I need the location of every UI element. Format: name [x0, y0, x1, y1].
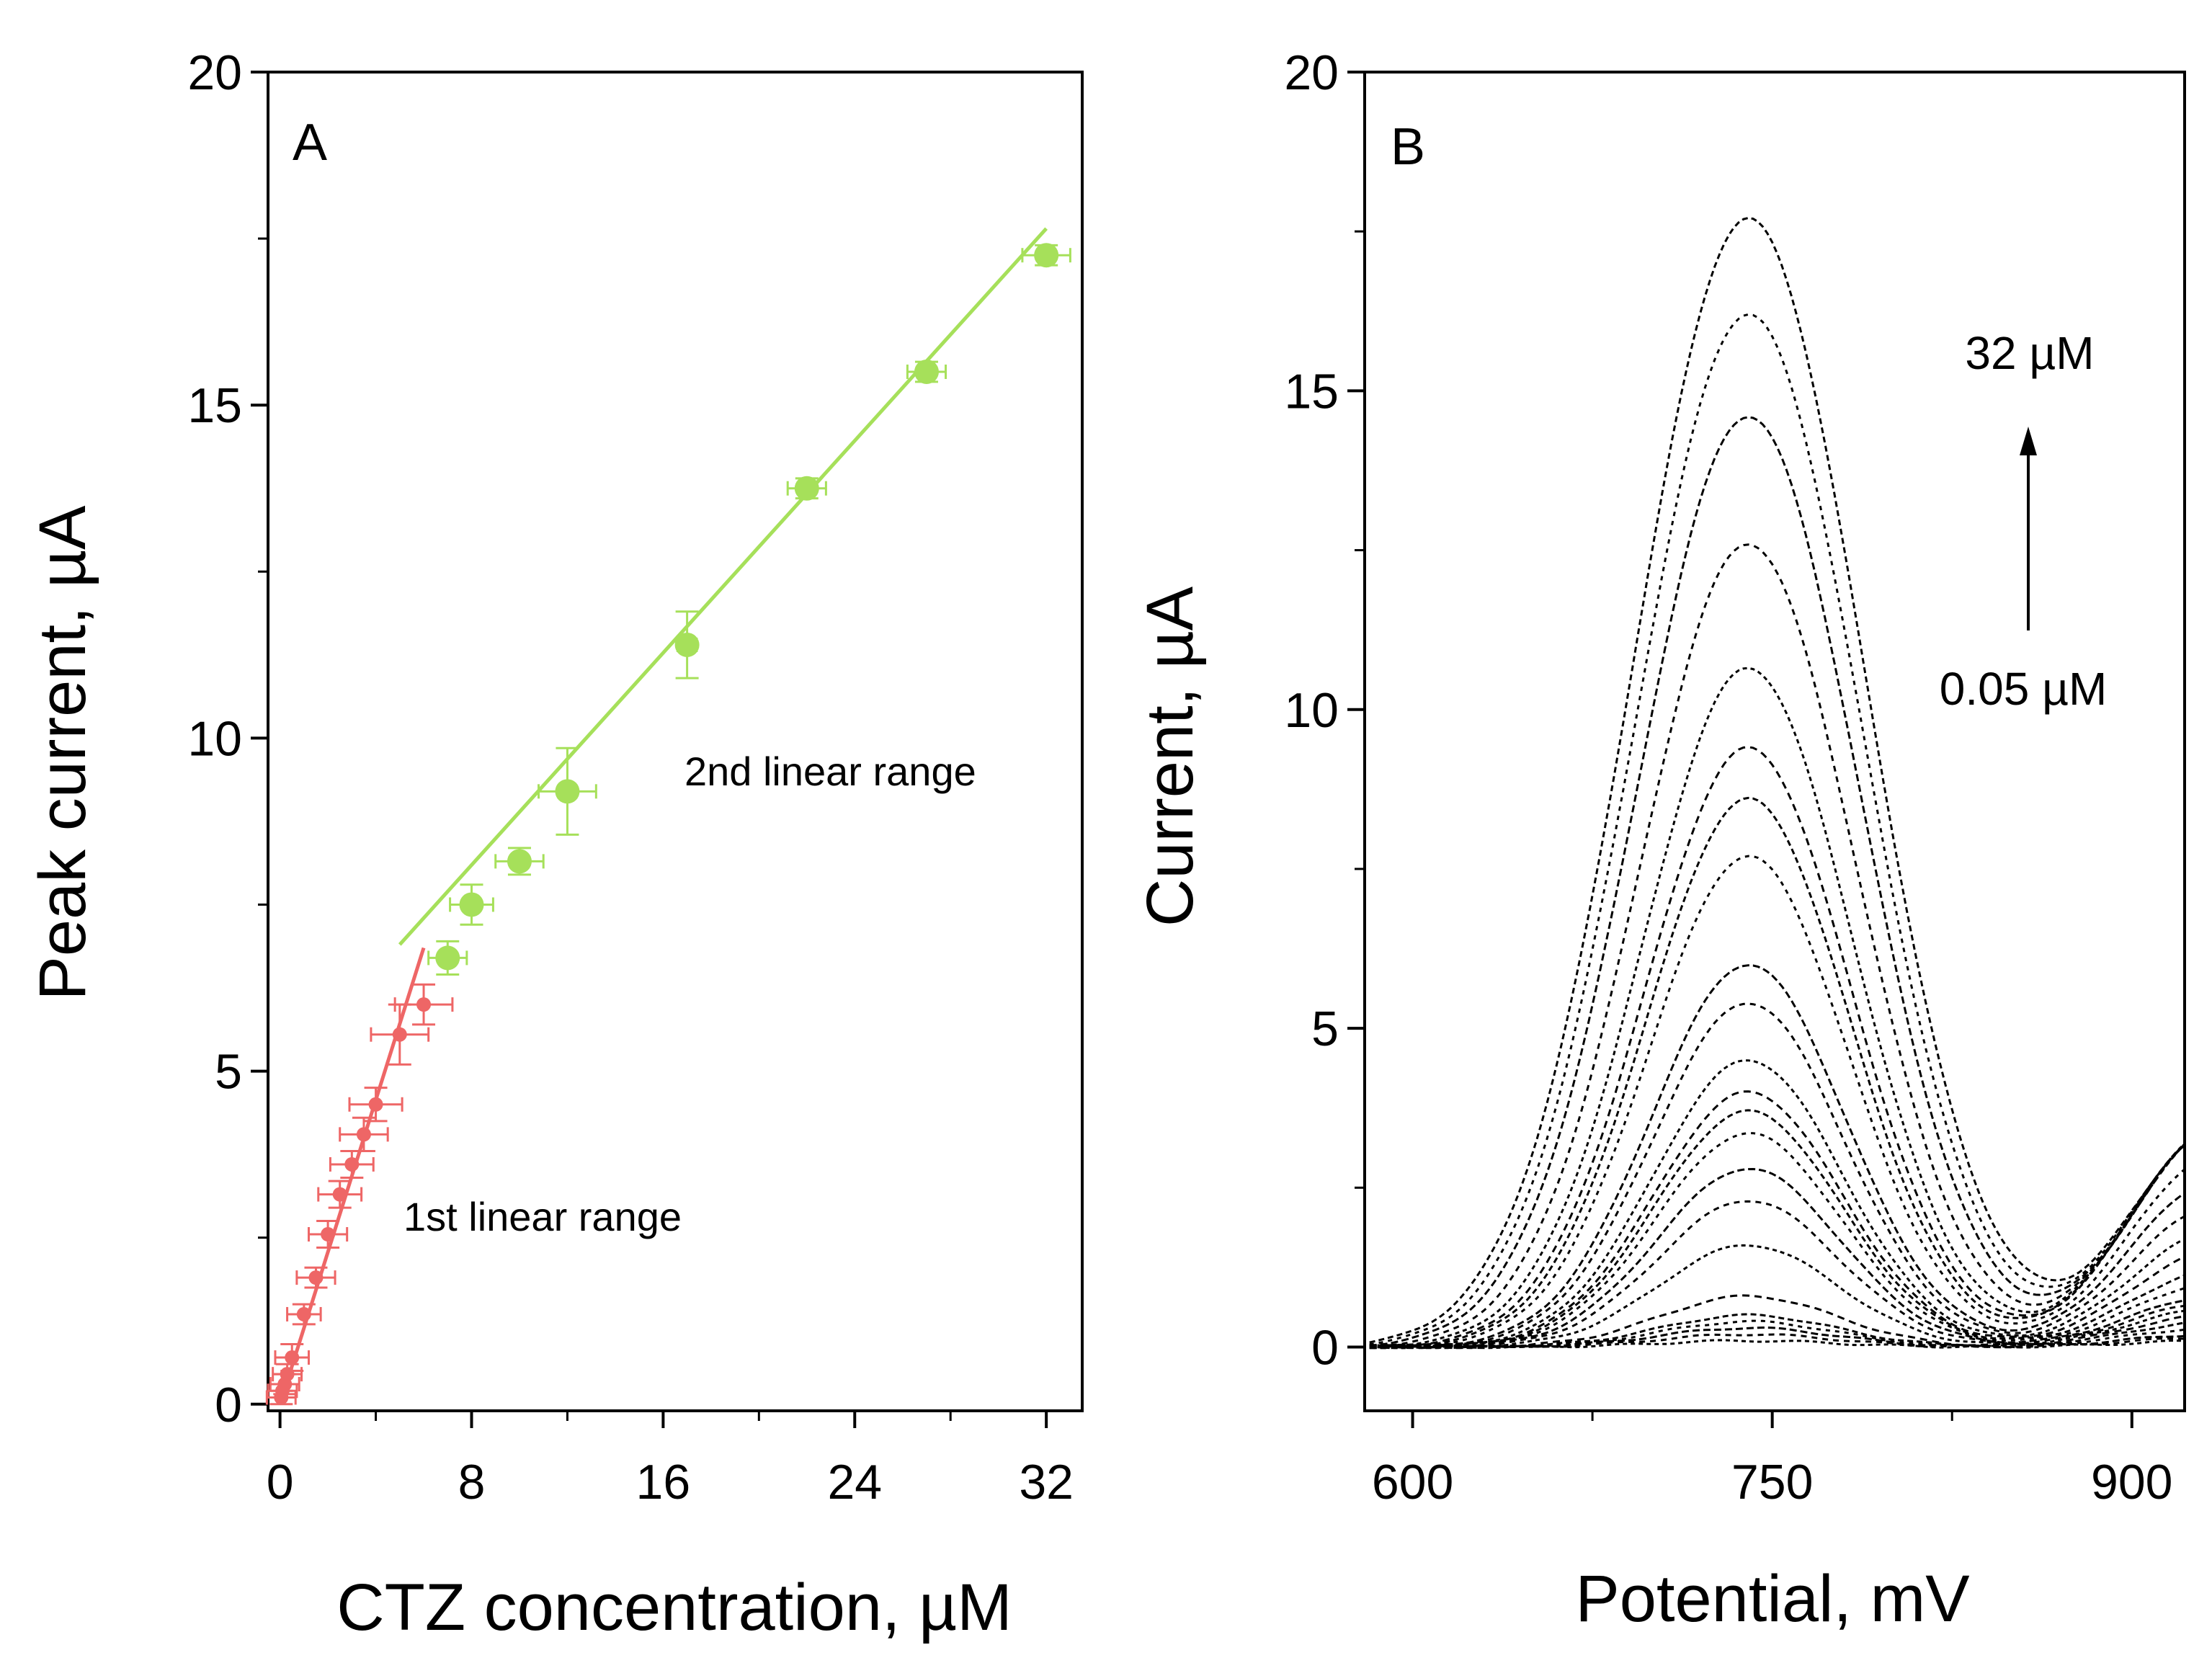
data-point-series-1: [416, 997, 432, 1012]
panel-b-y-ticks: 0 5 10 15 20: [1284, 45, 1365, 1376]
panel-a-label-1st-range: 1st linear range: [403, 1194, 682, 1239]
y-tick-label: 5: [1311, 1002, 1339, 1056]
voltammogram-trace: [1369, 216, 2186, 1344]
panel-a-chart: 0 8 16 24 32 0 5 10 15 20 A 1st linear range 2nd…: [26, 45, 1084, 1644]
y-tick-label: 20: [1284, 45, 1339, 100]
y-tick-label: 10: [1284, 683, 1339, 738]
voltammogram-trace: [1369, 796, 2186, 1348]
x-tick-label: 16: [636, 1455, 691, 1510]
voltammogram-trace: [1369, 1294, 2185, 1350]
voltammogram-trace: [1369, 313, 2186, 1346]
data-point-series-1: [332, 1187, 347, 1202]
x-tick-label: 0: [267, 1455, 294, 1510]
voltammogram-trace: [1369, 666, 2186, 1347]
data-point-series-1: [321, 1227, 336, 1242]
arrow-head: [2020, 427, 2037, 455]
y-tick-label: 5: [215, 1045, 242, 1100]
panel-b-x-ticks: 600 750 900: [1372, 1411, 2173, 1510]
x-tick-label: 8: [458, 1455, 486, 1510]
data-point-series-2: [459, 892, 484, 917]
x-tick-label: 600: [1372, 1455, 1453, 1510]
x-tick-label: 750: [1731, 1455, 1813, 1510]
panel-a-y-ticks: 0 5 10 15 20: [187, 45, 268, 1432]
y-tick-label: 20: [187, 45, 242, 100]
y-tick-label: 10: [187, 711, 242, 766]
voltammogram-trace: [1369, 1002, 2185, 1350]
x-tick-label: 24: [827, 1455, 882, 1510]
panel-b-plot-frame: [1363, 71, 2186, 1412]
y-tick-label: 0: [215, 1378, 242, 1432]
data-point-series-1: [285, 1350, 300, 1365]
data-point-series-2: [435, 945, 460, 971]
panel-b-chart: 600 750 900 0 5 10 15 20 B 32 µM 0.05 µM Poten…: [1133, 45, 2186, 1636]
voltammogram-trace: [1369, 1200, 2185, 1350]
voltammogram-trace: [1369, 416, 2185, 1347]
panel-b-letter: B: [1391, 118, 1425, 176]
panel-a-y-axis-title: Peak current, µA: [26, 505, 99, 1001]
annotation-32uM: 32 µM: [1965, 327, 2094, 379]
data-point-series-1: [308, 1270, 324, 1285]
data-point-series-1: [392, 1027, 407, 1042]
data-point-series-1: [344, 1156, 360, 1172]
y-tick-label: 15: [187, 378, 242, 433]
y-tick-label: 15: [1284, 364, 1339, 419]
x-tick-label: 900: [2091, 1455, 2172, 1510]
data-point-series-1: [356, 1127, 371, 1142]
panel-a-label-2nd-range: 2nd linear range: [684, 749, 976, 794]
data-point-series-2: [794, 476, 819, 501]
data-point-series-2: [1034, 243, 1059, 268]
annotation-005uM: 0.05 µM: [1940, 663, 2108, 715]
voltammogram-trace: [1369, 1244, 2185, 1350]
panel-a-series: [265, 227, 1071, 1406]
panel-b-x-axis-title: Potential, mV: [1575, 1562, 1969, 1636]
voltammogram-trace: [1369, 1059, 2185, 1349]
data-point-series-2: [674, 632, 700, 657]
data-point-series-2: [914, 359, 939, 384]
voltammogram-trace: [1369, 855, 2185, 1349]
data-point-series-1: [368, 1097, 383, 1112]
fit-line-2: [398, 227, 1048, 946]
voltammogram-trace: [1369, 1090, 2185, 1349]
y-tick-label: 0: [1311, 1321, 1339, 1376]
data-point-series-2: [507, 849, 532, 874]
panel-a-plot-frame: [267, 71, 1084, 1412]
x-tick-label: 32: [1019, 1455, 1074, 1510]
voltammogram-trace: [1369, 1167, 2185, 1350]
data-point-series-2: [555, 779, 580, 804]
panel-a-x-axis-title: CTZ concentration, µM: [336, 1571, 1012, 1644]
voltammogram-trace: [1369, 746, 2186, 1347]
data-point-series-1: [296, 1306, 311, 1321]
panel-b-y-axis-title: Current, µA: [1133, 586, 1207, 927]
panel-b-voltammograms: [1369, 216, 2186, 1350]
voltammogram-trace: [1369, 543, 2185, 1347]
panel-a-x-ticks: 0 8 16 24 32: [267, 1411, 1074, 1510]
panel-a-letter: A: [293, 114, 327, 171]
